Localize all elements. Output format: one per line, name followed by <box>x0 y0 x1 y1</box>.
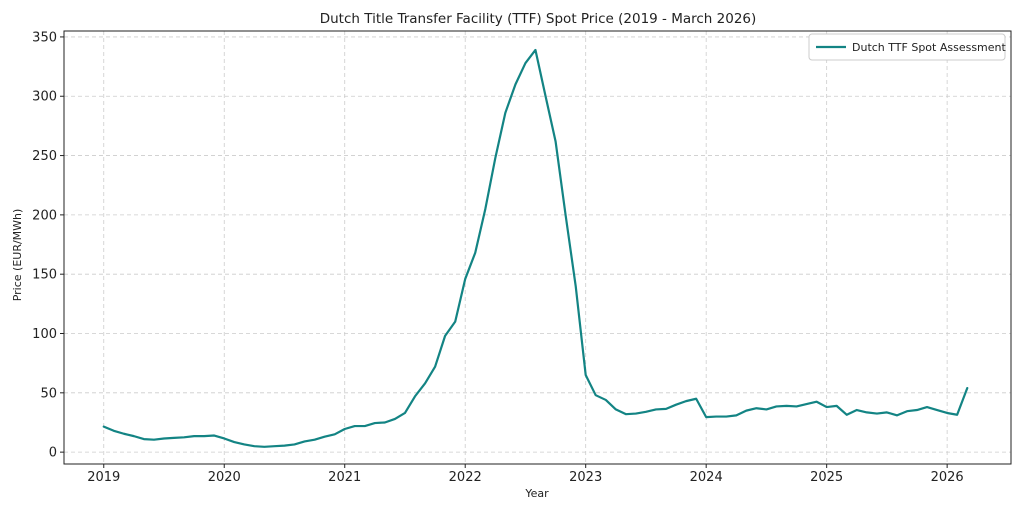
series-line <box>102 48 969 448</box>
y-tick-label: 0 <box>49 446 57 461</box>
x-tick-label: 2024 <box>690 470 723 485</box>
y-tick-label: 50 <box>40 386 57 401</box>
y-tick-label: 250 <box>32 149 57 164</box>
x-tick-label: 2026 <box>931 470 964 485</box>
chart-title: Dutch Title Transfer Facility (TTF) Spot… <box>320 11 757 27</box>
legend-box <box>808 33 1006 61</box>
plot-frame <box>63 30 1012 465</box>
y-tick-label: 100 <box>32 327 57 342</box>
legend: Dutch TTF Spot Assessment <box>808 33 1007 61</box>
x-axis-label: Year <box>524 487 549 500</box>
y-axis: 0 50 100 150 200 250 300 350 <box>32 30 64 461</box>
x-tick-label: 2019 <box>87 470 120 485</box>
y-tick-label: 150 <box>32 268 57 283</box>
series-layer <box>102 48 969 448</box>
y-tick-label: 300 <box>32 90 57 105</box>
y-tick-label: 200 <box>32 208 57 223</box>
grid-layer <box>64 31 1011 464</box>
x-tick-label: 2022 <box>449 470 482 485</box>
legend-label: Dutch TTF Spot Assessment <box>852 41 1007 54</box>
x-axis: 2019 2020 2021 2022 2023 2024 2025 2026 <box>87 464 964 485</box>
y-axis-label: Price (EUR/MWh) <box>11 209 24 302</box>
x-tick-label: 2023 <box>569 470 602 485</box>
x-tick-label: 2020 <box>208 470 241 485</box>
x-tick-label: 2021 <box>328 470 361 485</box>
x-tick-label: 2025 <box>810 470 843 485</box>
y-tick-label: 350 <box>32 30 57 45</box>
